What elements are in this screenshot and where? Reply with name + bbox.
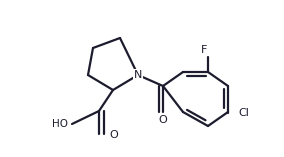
Text: O: O (109, 130, 118, 140)
Text: Cl: Cl (238, 108, 249, 118)
Text: HO: HO (52, 119, 68, 129)
Text: N: N (134, 70, 142, 80)
Text: F: F (201, 45, 207, 55)
Text: O: O (159, 115, 167, 125)
